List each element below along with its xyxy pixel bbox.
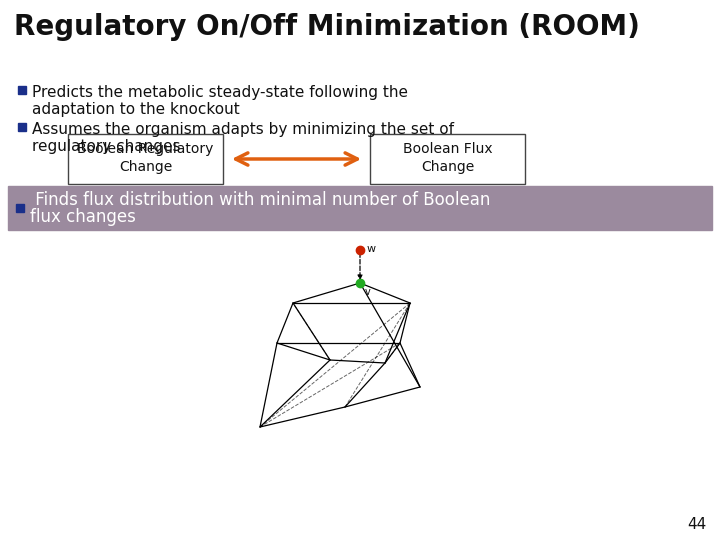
Text: Change: Change (119, 160, 172, 174)
FancyBboxPatch shape (370, 134, 525, 184)
Text: adaptation to the knockout: adaptation to the knockout (32, 102, 240, 117)
Text: Finds flux distribution with minimal number of Boolean: Finds flux distribution with minimal num… (30, 191, 490, 209)
Text: flux changes: flux changes (30, 208, 136, 226)
Text: Assumes the organism adapts by minimizing the set of: Assumes the organism adapts by minimizin… (32, 122, 454, 137)
Text: v: v (365, 287, 371, 297)
Text: Regulatory On/Off Minimization (ROOM): Regulatory On/Off Minimization (ROOM) (14, 13, 640, 41)
FancyBboxPatch shape (68, 134, 223, 184)
Text: 44: 44 (687, 517, 706, 532)
Text: Boolean Flux: Boolean Flux (402, 142, 492, 156)
Text: w: w (367, 244, 376, 254)
Bar (8, 186, 712, 230)
Text: Boolean Regulatory: Boolean Regulatory (77, 142, 214, 156)
Text: Change: Change (421, 160, 474, 174)
Bar (18, 86, 26, 94)
Text: regulatory changes: regulatory changes (32, 139, 181, 154)
Text: Predicts the metabolic steady-state following the: Predicts the metabolic steady-state foll… (32, 85, 408, 100)
Bar (16, 204, 24, 212)
Bar (18, 123, 26, 131)
